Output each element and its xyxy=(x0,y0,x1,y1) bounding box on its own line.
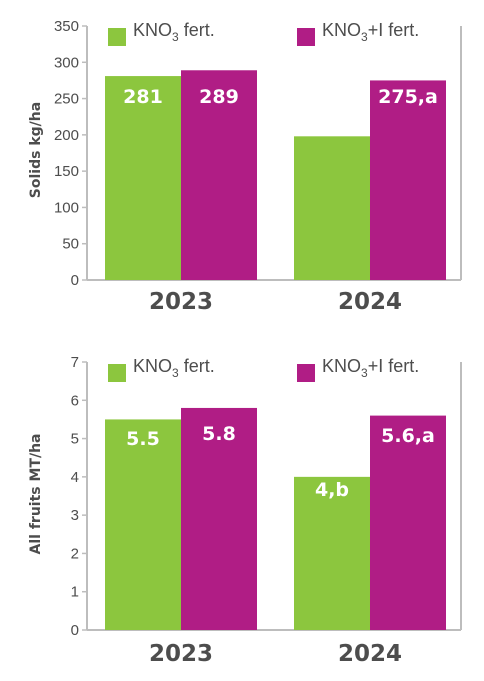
y-tick-label: 7 xyxy=(71,354,79,371)
y-tick-label: 350 xyxy=(54,18,79,35)
y-tick-label: 6 xyxy=(71,392,79,409)
y-axis-title: All fruits MT/ha xyxy=(28,434,44,555)
chart-panel-1: 0 50 100 150 200 250 300 350 Solids kg/ha 281 289 2… xyxy=(28,18,462,315)
legend-label-kno3: KNO3 fert. xyxy=(133,356,215,380)
y-tick-label: 3 xyxy=(71,507,79,524)
x-category-label: 2024 xyxy=(338,641,402,667)
bar-kno3i-2023 xyxy=(181,70,257,280)
x-category-label: 2024 xyxy=(338,289,402,315)
y-tick-label: 200 xyxy=(54,127,79,144)
data-label-kno3-2023: 5.5 xyxy=(126,428,160,450)
bar-kno3-2024 xyxy=(294,136,370,280)
data-label-kno3i-2023: 289 xyxy=(199,86,239,108)
x-category-label: 2023 xyxy=(149,289,213,315)
y-axis-title: Solids kg/ha xyxy=(28,102,44,198)
bar-kno3i-2023 xyxy=(181,407,257,630)
data-label-kno3i-2023: 5.8 xyxy=(202,423,236,445)
legend-swatch-kno3 xyxy=(108,364,126,382)
y-tick-label: 100 xyxy=(54,199,79,216)
data-label-kno3-2024: 198,b xyxy=(302,86,362,108)
legend-label-kno3: KNO3 fert. xyxy=(133,20,215,44)
y-tick-label: 4 xyxy=(71,469,79,486)
legend-swatch-kno3 xyxy=(108,28,126,46)
chart-panel-2: 0 1 2 3 4 5 6 7 All fruits MT/ha 5.5 5.8 2023 4,b 5.6… xyxy=(28,354,462,667)
y-tick-label: 0 xyxy=(71,272,79,289)
legend-swatch-kno3i xyxy=(297,364,315,382)
y-tick-label: 2 xyxy=(71,545,79,562)
legend-label-kno3i: KNO3+I fert. xyxy=(322,20,419,44)
x-category-label: 2023 xyxy=(149,641,213,667)
bar-kno3i-2024 xyxy=(370,80,446,280)
data-label-kno3i-2024: 5.6,a xyxy=(381,425,435,447)
data-label-kno3-2024: 4,b xyxy=(315,479,349,501)
data-label-kno3i-2024: 275,a xyxy=(378,86,438,108)
legend-label-kno3i: KNO3+I fert. xyxy=(322,356,419,380)
y-tick-label: 250 xyxy=(54,91,79,108)
y-tick-label: 1 xyxy=(71,584,79,601)
bar-kno3-2023 xyxy=(105,76,181,281)
y-tick-label: 0 xyxy=(71,622,79,639)
y-tick-label: 300 xyxy=(54,54,79,71)
bar-kno3-2024 xyxy=(294,476,370,630)
y-tick-label: 50 xyxy=(62,236,79,253)
y-tick-label: 5 xyxy=(71,431,79,448)
bar-kno3i-2024 xyxy=(370,415,446,630)
bar-kno3-2023 xyxy=(105,419,181,630)
y-tick-label: 150 xyxy=(54,163,79,180)
data-label-kno3-2023: 281 xyxy=(123,86,163,108)
legend-swatch-kno3i xyxy=(297,28,315,46)
